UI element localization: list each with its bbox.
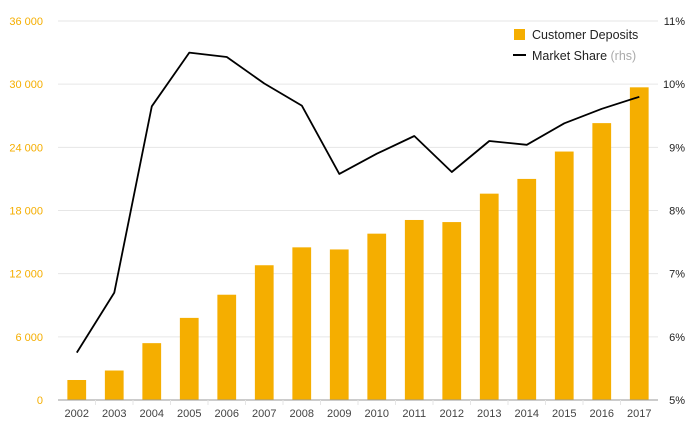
- axes: [58, 399, 658, 405]
- legend-label-deposits: Customer Deposits: [532, 28, 638, 42]
- market-share-line-group: [76, 51, 640, 354]
- deposit-bar: [254, 265, 274, 400]
- deposit-bar: [292, 247, 312, 400]
- x-tick-label: 2005: [177, 408, 201, 420]
- x-tick-label: 2008: [290, 408, 314, 420]
- x-tick-label: 2015: [552, 408, 576, 420]
- x-tick-label: 2003: [102, 408, 126, 420]
- right-tick-label: 11%: [664, 16, 685, 28]
- x-tick-label: 2014: [515, 408, 539, 420]
- deposit-bar: [329, 249, 349, 400]
- market-share-line: [76, 51, 640, 354]
- deposit-bar: [104, 370, 124, 400]
- x-tick-label: 2012: [440, 408, 464, 420]
- deposit-bar: [142, 343, 162, 400]
- deposit-bars: [67, 87, 649, 400]
- right-axis-ticks: 5% 6% 7% 8% 9% 10% 11%: [663, 16, 685, 407]
- legend-label-market-share: Market Share (rhs): [532, 49, 636, 63]
- right-tick-label: 6%: [669, 332, 685, 344]
- deposit-bar: [442, 222, 462, 400]
- left-tick-label: 24 000: [9, 142, 43, 154]
- deposit-bar: [367, 233, 387, 400]
- deposit-bar: [179, 317, 199, 400]
- x-tick-label: 2004: [140, 408, 164, 420]
- legend-label-main: Market Share: [532, 49, 607, 63]
- deposit-bar: [592, 123, 612, 400]
- x-tick-label: 2006: [215, 408, 239, 420]
- x-tick-label: 2009: [327, 408, 351, 420]
- left-axis-ticks: 0 6 000 12 000 18 000 24 000 30 000 36 000: [9, 16, 43, 407]
- left-tick-label: 0: [37, 395, 43, 407]
- deposit-bar: [554, 151, 574, 400]
- x-tick-label: 2002: [65, 408, 89, 420]
- right-tick-label: 9%: [669, 142, 685, 154]
- x-tick-label: 2013: [477, 408, 501, 420]
- right-tick-label: 10%: [663, 79, 685, 91]
- left-tick-label: 18 000: [9, 206, 43, 218]
- right-tick-label: 8%: [669, 206, 685, 218]
- deposit-bar: [479, 193, 499, 400]
- right-tick-label: 7%: [669, 269, 685, 281]
- right-tick-label: 5%: [669, 395, 685, 407]
- legend: Customer Deposits Market Share (rhs): [513, 28, 638, 63]
- deposit-bar: [217, 294, 237, 400]
- x-tick-label: 2017: [627, 408, 651, 420]
- x-tick-label: 2016: [590, 408, 614, 420]
- left-tick-label: 36 000: [9, 16, 43, 28]
- x-tick-label: 2011: [402, 408, 426, 420]
- x-tick-label: 2010: [365, 408, 389, 420]
- legend-swatch-deposits: [514, 29, 525, 40]
- deposit-bar: [67, 379, 87, 400]
- x-axis-ticks: 2002 2003 2004 2005 2006 2007 2008 2009 2010 2011…: [65, 408, 652, 420]
- x-tick-label: 2007: [252, 408, 276, 420]
- left-tick-label: 6 000: [15, 332, 43, 344]
- left-tick-label: 30 000: [9, 79, 43, 91]
- deposit-bar: [404, 219, 424, 400]
- legend-label-suffix: (rhs): [607, 49, 636, 63]
- deposit-bar: [517, 178, 537, 400]
- left-tick-label: 12 000: [9, 269, 43, 281]
- deposit-bar: [629, 87, 649, 400]
